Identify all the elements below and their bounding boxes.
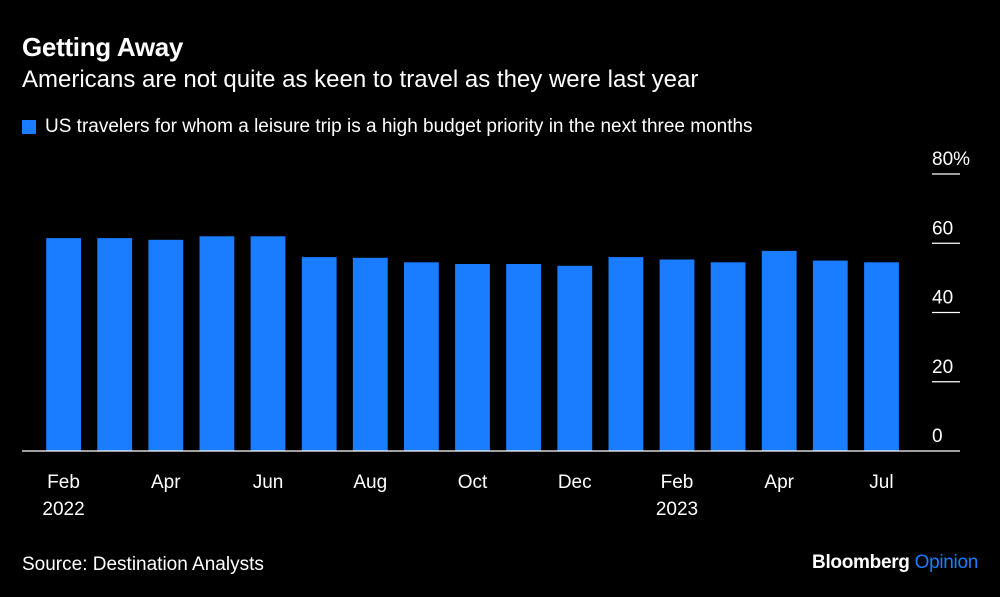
bar bbox=[557, 265, 593, 451]
y-tick-label: 40 bbox=[932, 288, 953, 309]
x-tick-label: Dec bbox=[558, 472, 592, 493]
bar bbox=[301, 257, 337, 451]
source-note: Source: Destination Analysts bbox=[22, 554, 264, 575]
bar bbox=[659, 259, 695, 451]
x-tick-year-label: 2023 bbox=[656, 499, 698, 520]
brand-logo: Bloomberg Opinion bbox=[812, 552, 978, 574]
bar bbox=[199, 236, 235, 451]
y-tick-label: 80% bbox=[932, 149, 970, 170]
x-tick-label: Apr bbox=[764, 472, 794, 493]
y-tick-label: 0 bbox=[932, 426, 943, 447]
bar bbox=[864, 262, 899, 451]
x-tick-label: Apr bbox=[151, 472, 181, 493]
bar bbox=[250, 236, 286, 451]
chart-legend: US travelers for whom a leisure trip is … bbox=[22, 116, 753, 138]
bar bbox=[404, 262, 439, 451]
bar bbox=[761, 250, 797, 451]
x-tick-label: Jul bbox=[869, 472, 893, 493]
bar bbox=[506, 264, 541, 451]
bar bbox=[148, 239, 184, 451]
legend-swatch bbox=[22, 120, 36, 134]
x-tick-label: Aug bbox=[353, 472, 387, 493]
bar bbox=[97, 238, 133, 451]
brand-main: Bloomberg bbox=[812, 552, 910, 573]
bar bbox=[812, 260, 848, 451]
bar bbox=[710, 262, 746, 451]
y-tick-label: 60 bbox=[932, 218, 953, 239]
chart-title: Getting Away bbox=[22, 32, 184, 62]
bar bbox=[608, 257, 644, 451]
legend-label: US travelers for whom a leisure trip is … bbox=[45, 116, 753, 137]
brand-accent: Opinion bbox=[914, 552, 979, 573]
chart-subtitle: Americans are not quite as keen to trave… bbox=[22, 66, 699, 93]
x-tick-label: Jun bbox=[253, 472, 284, 493]
x-tick-label: Oct bbox=[458, 472, 488, 493]
bar bbox=[46, 238, 81, 451]
x-tick-label: Feb bbox=[661, 472, 694, 493]
y-tick-label: 20 bbox=[932, 357, 953, 378]
bar bbox=[352, 257, 388, 451]
x-tick-year-label: 2022 bbox=[42, 499, 84, 520]
bar bbox=[455, 264, 490, 451]
x-tick-label: Feb bbox=[47, 472, 80, 493]
